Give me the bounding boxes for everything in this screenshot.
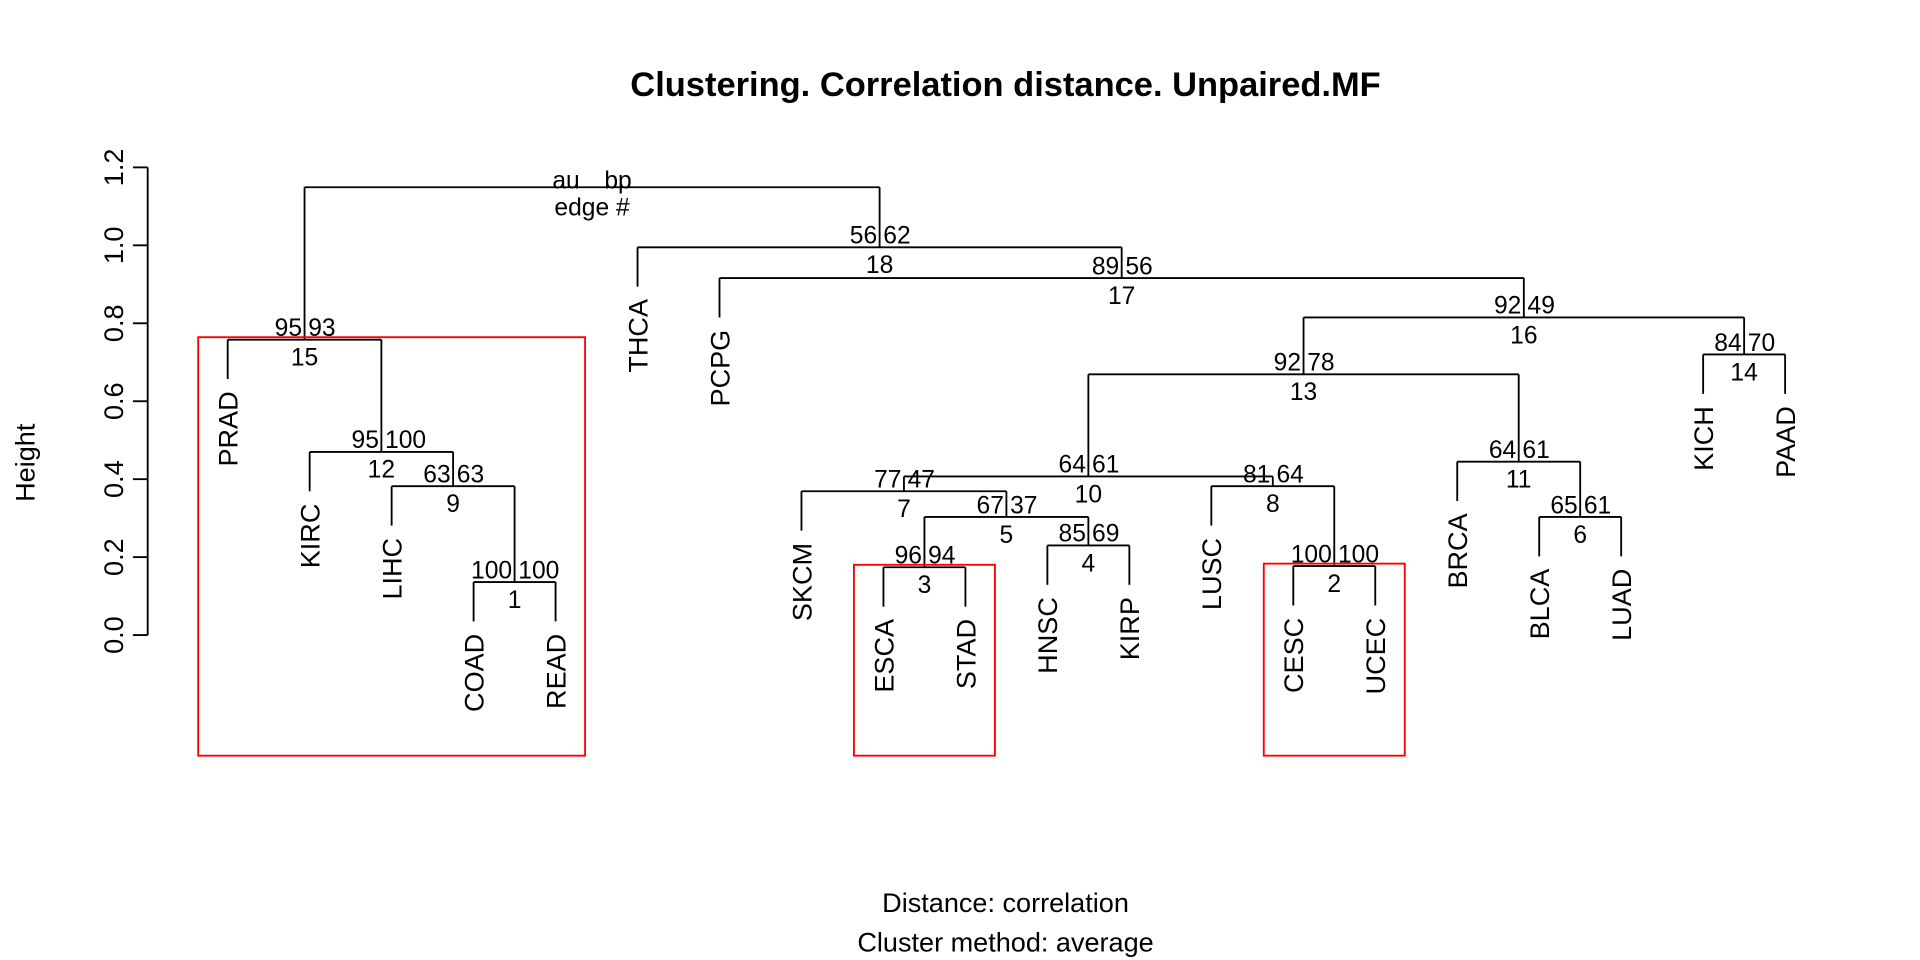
y-tick-label: 0.6 (98, 382, 129, 420)
leaf-label: SKCM (786, 543, 817, 621)
leaf-label: LIHC (376, 538, 407, 600)
au-label: 92 (1274, 350, 1301, 377)
y-tick-label: 0.0 (98, 616, 129, 654)
legend-bp: bp (604, 167, 631, 194)
y-tick-label: 0.8 (98, 304, 129, 342)
edge-label: 12 (368, 457, 395, 484)
leaf-label: COAD (458, 634, 489, 712)
bp-label: 61 (1584, 492, 1611, 519)
bp-label: 78 (1307, 350, 1334, 377)
bp-label: 100 (385, 427, 426, 454)
edge-label: 2 (1327, 571, 1341, 598)
y-tick-label: 0.2 (98, 538, 129, 576)
au-label: 56 (850, 223, 877, 250)
leaf-label: KICH (1688, 406, 1719, 471)
leaf-label: LUAD (1606, 569, 1637, 641)
au-label: 89 (1092, 253, 1119, 280)
edge-label: 6 (1573, 522, 1587, 549)
edge-label: 14 (1730, 359, 1757, 386)
legend-edge: edge # (554, 195, 630, 222)
bp-label: 49 (1528, 293, 1555, 320)
leaf-label: PCPG (704, 330, 735, 407)
edge-label: 17 (1108, 283, 1135, 310)
leaf-label: BRCA (1442, 513, 1473, 588)
au-label: 95 (352, 427, 379, 454)
y-tick-label: 1.2 (98, 149, 129, 187)
chart-title: Clustering. Correlation distance. Unpair… (630, 66, 1380, 104)
bp-label: 61 (1092, 452, 1119, 479)
edge-label: 1 (508, 587, 522, 614)
bp-label: 62 (883, 223, 910, 250)
bp-label: 63 (457, 462, 484, 489)
leaf-label: PRAD (213, 391, 244, 466)
edge-label: 8 (1266, 491, 1280, 518)
au-label: 63 (423, 462, 450, 489)
au-label: 65 (1550, 492, 1577, 519)
leaf-label: THCA (622, 299, 653, 373)
leaf-label: HNSC (1032, 597, 1063, 674)
leaf-label: ESCA (868, 619, 899, 693)
y-tick-label: 0.4 (98, 460, 129, 498)
edge-label: 4 (1082, 550, 1096, 577)
au-label: 81 (1243, 462, 1270, 489)
bp-label: 64 (1276, 462, 1303, 489)
edge-label: 5 (1000, 522, 1014, 549)
leaf-label: STAD (950, 619, 981, 689)
leaf-label: CESC (1278, 618, 1309, 693)
edge-label: 15 (291, 344, 318, 371)
leaf-label: KIRC (295, 504, 326, 569)
bp-label: 37 (1010, 492, 1037, 519)
cluster-highlight (853, 563, 996, 757)
cluster-highlight (197, 336, 587, 757)
y-axis-label: Height (9, 423, 40, 502)
edge-label: 9 (446, 491, 460, 518)
cluster-highlight (1262, 562, 1406, 757)
leaf-label: BLCA (1524, 569, 1555, 640)
bp-label: 100 (518, 557, 559, 584)
au-label: 64 (1489, 437, 1516, 464)
leaf-label: KIRP (1114, 597, 1145, 660)
edge-label: 18 (866, 252, 893, 279)
x-axis-label: Cluster method: average (857, 926, 1153, 957)
au-label: 77 (874, 467, 901, 494)
bp-label: 47 (908, 467, 935, 494)
au-label: 84 (1714, 330, 1741, 357)
au-label: 64 (1059, 452, 1086, 479)
leaf-label: LUSC (1196, 538, 1227, 610)
bp-label: 56 (1125, 253, 1152, 280)
edge-label: 10 (1075, 481, 1102, 508)
leaf-label: UCEC (1360, 618, 1391, 695)
legend-au: au (552, 167, 579, 194)
y-tick-label: 1.0 (98, 227, 129, 265)
bp-label: 70 (1748, 330, 1775, 357)
au-label: 92 (1494, 293, 1521, 320)
au-label: 85 (1059, 521, 1086, 548)
x-axis-label: Distance: correlation (882, 887, 1129, 918)
leaf-label: PAAD (1770, 406, 1801, 478)
edge-label: 16 (1510, 322, 1537, 349)
bp-label: 61 (1522, 437, 1549, 464)
edge-label: 3 (918, 572, 932, 599)
au-label: 67 (977, 492, 1004, 519)
edge-label: 11 (1506, 466, 1532, 493)
edge-label: 13 (1290, 379, 1317, 406)
bp-label: 69 (1092, 521, 1119, 548)
leaf-label: READ (540, 634, 571, 709)
au-label: 100 (471, 557, 512, 584)
edge-label: 7 (897, 496, 911, 523)
